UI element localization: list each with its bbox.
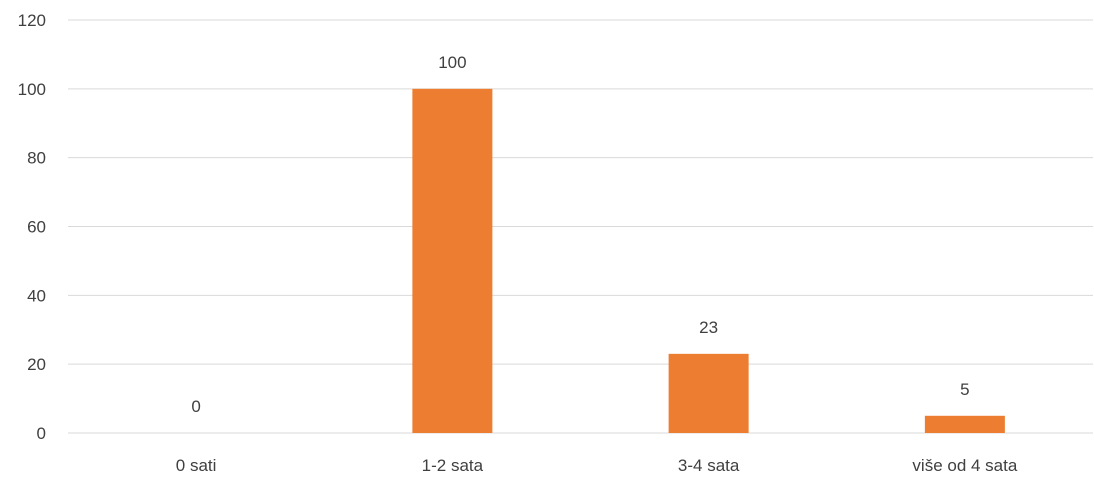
y-tick-label-20: 20 <box>27 355 46 374</box>
y-tick-label-60: 60 <box>27 218 46 237</box>
y-tick-label-100: 100 <box>18 80 46 99</box>
y-tick-label-0: 0 <box>37 424 46 443</box>
bars <box>412 88 1005 433</box>
y-tick-label-120: 120 <box>18 11 46 30</box>
x-axis-category-labels: 0 sati 1-2 sata 3-4 sata više od 4 sata <box>176 456 1018 475</box>
x-category-label-0: 0 sati <box>176 456 217 475</box>
y-tick-label-40: 40 <box>27 286 46 305</box>
bar-2 <box>668 353 749 433</box>
x-category-label-3: više od 4 sata <box>912 456 1017 475</box>
y-axis-tick-labels: 0 20 40 60 80 100 120 <box>18 11 46 443</box>
x-category-label-1: 1-2 sata <box>422 456 484 475</box>
y-tick-label-80: 80 <box>27 149 46 168</box>
data-label-2: 23 <box>699 318 718 337</box>
data-labels: 0 100 23 5 <box>191 53 969 416</box>
bar-3 <box>924 415 1005 433</box>
data-label-1: 100 <box>438 53 466 72</box>
bar-1 <box>412 88 493 433</box>
data-label-3: 5 <box>960 380 969 399</box>
gridlines <box>68 19 1093 434</box>
x-category-label-2: 3-4 sata <box>678 456 740 475</box>
data-label-0: 0 <box>191 397 200 416</box>
